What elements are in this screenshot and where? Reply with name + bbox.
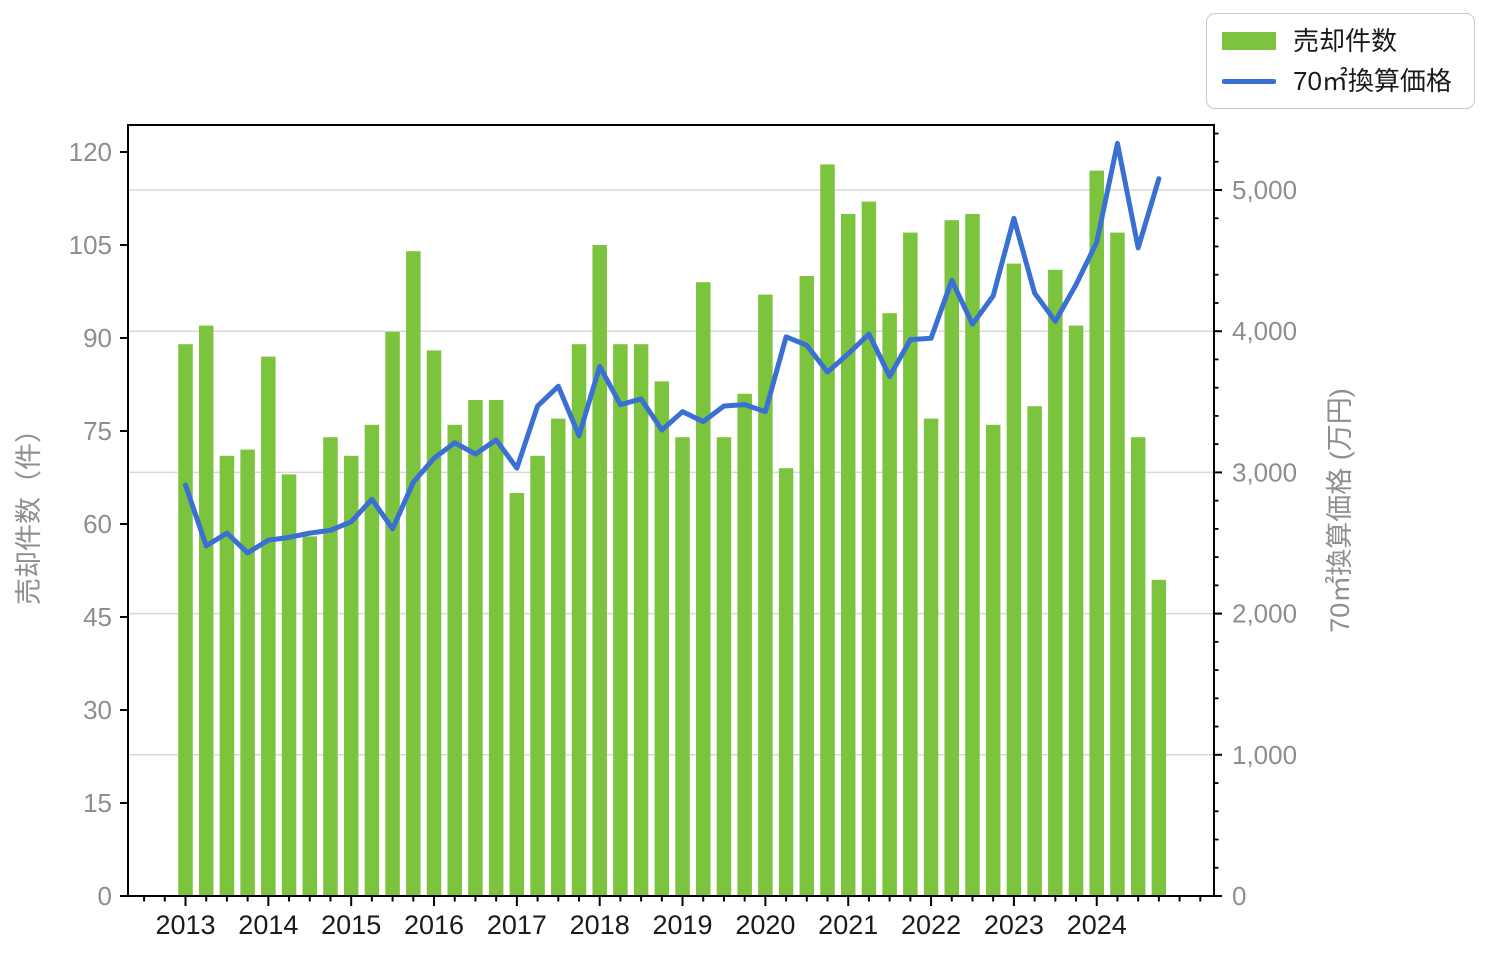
bar [1151, 579, 1167, 896]
x-tick-label: 2019 [653, 910, 713, 940]
bar [1110, 232, 1125, 897]
legend-line-swatch [1222, 78, 1276, 84]
x-tick-label: 2015 [321, 910, 381, 940]
y-tick-label-right: 1,000 [1232, 740, 1297, 770]
legend-item-sales: 売却件数 [1222, 28, 1452, 54]
bar [198, 325, 214, 897]
bar [675, 437, 690, 896]
bar [923, 418, 939, 896]
y-tick-label-left: 0 [98, 881, 112, 911]
bar [799, 276, 815, 896]
bar [364, 424, 380, 896]
y-tick-label-right: 5,000 [1232, 175, 1297, 205]
x-tick-label: 2020 [735, 910, 795, 940]
bar [903, 232, 918, 897]
x-tick-label: 2022 [901, 910, 961, 940]
bar [985, 424, 1001, 896]
bar [1130, 437, 1146, 896]
y-tick-label-right: 2,000 [1232, 599, 1297, 629]
bar [778, 468, 794, 896]
y-tick-label-left: 30 [83, 695, 112, 725]
bar [1068, 325, 1084, 897]
bar [861, 201, 877, 897]
plot-border [127, 124, 1215, 897]
bar [654, 381, 670, 896]
x-tick-label: 2017 [487, 910, 547, 940]
bar [820, 164, 835, 896]
bar [758, 294, 773, 897]
legend-item-price: 70㎡換算価格 [1222, 68, 1452, 94]
y-tick-label-left: 105 [69, 230, 112, 260]
bar [1089, 170, 1104, 897]
y-tick-label-left: 120 [69, 137, 112, 167]
bar [1006, 263, 1022, 897]
bar [696, 282, 711, 896]
bar [530, 455, 545, 896]
bar [592, 245, 607, 896]
legend: 売却件数 70㎡換算価格 [1206, 13, 1475, 109]
x-tick-label: 2013 [155, 910, 215, 940]
legend-bar-label: 売却件数 [1293, 26, 1398, 56]
bar [447, 424, 462, 896]
y-tick-label-right: 0 [1232, 881, 1246, 911]
x-tick-label: 2024 [1067, 910, 1127, 940]
y-tick-label-right: 4,000 [1232, 316, 1297, 346]
bar [385, 331, 400, 896]
bar [240, 449, 255, 896]
bar [302, 536, 318, 896]
bar [281, 474, 297, 896]
bar [178, 344, 193, 896]
legend-bar-swatch [1222, 32, 1276, 50]
x-tick-label: 2016 [404, 910, 464, 940]
bar [551, 418, 566, 896]
bar [406, 251, 421, 896]
x-tick-label: 2014 [238, 910, 298, 940]
legend-line-label: 70㎡換算価格 [1293, 66, 1452, 96]
bar [840, 214, 856, 896]
bar [737, 393, 752, 896]
bar [468, 400, 483, 896]
x-tick-label: 2023 [984, 910, 1044, 940]
bar [1048, 269, 1063, 896]
axis-title-left: 売却件数（件） [14, 416, 44, 605]
price-line [183, 140, 1162, 556]
bar [323, 437, 338, 896]
y-tick-label-right: 3,000 [1232, 457, 1297, 487]
bar [488, 400, 504, 896]
x-tick-label: 2021 [818, 910, 878, 940]
bar [882, 313, 897, 896]
bar [944, 220, 960, 896]
y-tick-label-left: 60 [83, 509, 112, 539]
axis-title-right: 70㎡換算価格 (万円) [1325, 388, 1355, 633]
bar [613, 344, 628, 896]
bar [509, 493, 525, 896]
bar [965, 214, 980, 896]
y-tick-label-left: 90 [83, 323, 112, 353]
bar [343, 455, 359, 896]
bar [1027, 406, 1042, 896]
bar [716, 437, 732, 896]
y-tick-label-left: 45 [83, 602, 112, 632]
y-tick-label-left: 15 [83, 788, 112, 818]
y-tick-label-left: 75 [83, 416, 112, 446]
bar [261, 356, 276, 897]
bar [219, 455, 235, 896]
bar [633, 344, 649, 896]
bar [426, 350, 442, 896]
bar [571, 344, 587, 896]
x-tick-label: 2018 [570, 910, 630, 940]
